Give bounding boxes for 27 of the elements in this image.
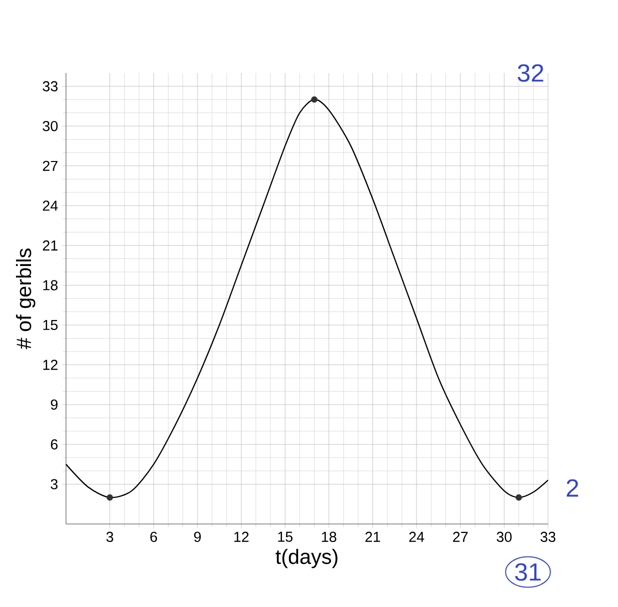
y-tick-label: 21	[42, 240, 58, 250]
annotation: 32	[518, 64, 544, 82]
x-tick-label: 18	[322, 532, 336, 542]
y-tick-label: 6	[50, 439, 58, 450]
y-tick-label: 3	[50, 479, 58, 490]
y-tick-label: 9	[50, 400, 58, 410]
x-tick-label: 3	[106, 532, 114, 542]
x-tick-label: 6	[150, 532, 158, 542]
y-tick-label: 33	[42, 81, 58, 92]
x-tick-label: 24	[409, 532, 424, 542]
text: 2	[566, 479, 578, 497]
x-tick-label: 12	[234, 532, 249, 542]
y-tick-label: 18	[43, 280, 58, 290]
x-tick-label: 9	[194, 532, 201, 542]
x-axis-title: t(days)	[276, 548, 338, 568]
y-tick-label: 15	[43, 320, 58, 330]
y-tick-label: 12	[43, 360, 58, 370]
y-axis-title: # of gerbils	[16, 248, 36, 350]
x-tick-label: 30	[496, 532, 512, 542]
text: 31	[515, 563, 541, 581]
x-tick-label: 21	[365, 532, 380, 542]
y-tick-label: 24	[42, 200, 58, 211]
x-tick-label: 15	[278, 532, 292, 542]
x-tick-label: 27	[453, 532, 468, 542]
x-tick-label: 33	[540, 532, 556, 542]
y-tick-label: 27	[42, 160, 58, 171]
y-tick-label: 30	[42, 120, 58, 132]
